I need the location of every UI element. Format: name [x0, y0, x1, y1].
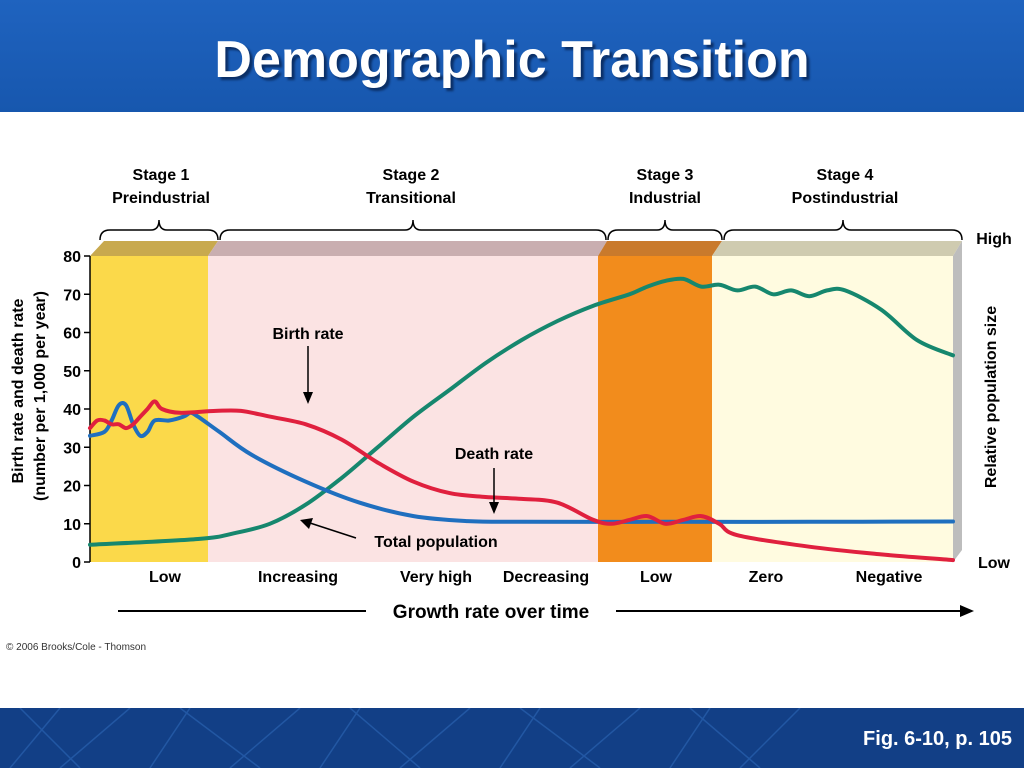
stage-top-band: [90, 241, 218, 256]
stage-brace: [99, 219, 219, 241]
total-population-annotation: Total population: [374, 534, 497, 551]
y-tick-label: 10: [63, 517, 81, 534]
stage-brace: [607, 219, 723, 241]
total-population-arrow-line: [309, 522, 357, 539]
growth-rate-label: Low: [640, 569, 673, 586]
stage-name-label: Preindustrial: [112, 190, 210, 207]
time-arrow-head: [960, 605, 974, 617]
footer-bar: Fig. 6-10, p. 105: [0, 708, 1024, 768]
birth-rate-annotation: Birth rate: [272, 326, 343, 343]
stage-block: [598, 256, 712, 562]
y-tick-label: 40: [63, 402, 81, 419]
stage-name-label: Industrial: [629, 190, 701, 207]
stage-top-band: [712, 241, 962, 256]
death-rate-arrow-head: [489, 502, 499, 514]
y-tick-label: 20: [63, 479, 81, 496]
right-axis-low-label: Low: [978, 555, 1011, 572]
y-tick-label: 30: [63, 440, 81, 457]
stage-number-label: Stage 4: [817, 167, 874, 184]
stage-number-label: Stage 2: [383, 167, 440, 184]
growth-rate-label: Low: [149, 569, 182, 586]
growth-rate-label: Negative: [856, 569, 923, 586]
copyright-notice: © 2006 Brooks/Cole - Thomson: [6, 642, 147, 653]
chart-right-edge: [953, 241, 962, 562]
growth-rate-label: Zero: [749, 569, 784, 586]
stage-block: [208, 256, 598, 562]
y-tick-label: 70: [63, 287, 81, 304]
stage-top-band: [598, 241, 722, 256]
birth-rate-line: [88, 399, 955, 563]
growth-rate-label: Decreasing: [503, 569, 589, 586]
y-tick-label: 0: [72, 555, 81, 572]
stage-top-band: [208, 241, 607, 256]
slide-title: Demographic Transition: [214, 31, 810, 89]
population-rate-line: [88, 276, 955, 547]
y-tick-label: 50: [63, 364, 81, 381]
growth-rate-label: Increasing: [258, 569, 338, 586]
right-axis-label: Relative population size: [983, 306, 1000, 488]
footer-pattern: [9, 708, 801, 768]
y-tick-label: 80: [63, 249, 81, 266]
growth-rate-label: Very high: [400, 569, 472, 586]
stage-brace: [219, 219, 607, 241]
y-axis-label: Birth rate and death rate: [10, 298, 27, 483]
y-tick-label: 60: [63, 326, 81, 343]
stage-number-label: Stage 3: [637, 167, 694, 184]
stage-name-label: Postindustrial: [792, 190, 899, 207]
death-rate-annotation: Death rate: [455, 446, 533, 463]
stage-name-label: Transitional: [366, 190, 456, 207]
x-axis-label: Growth rate over time: [393, 602, 589, 623]
figure-caption: Fig. 6-10, p. 105: [863, 728, 1012, 750]
y-axis-label-units: (number per 1,000 per year): [32, 291, 49, 501]
right-axis-high-label: High: [976, 231, 1012, 248]
stage-brace: [723, 219, 963, 241]
stage-number-label: Stage 1: [133, 167, 190, 184]
total-population-arrow-head: [300, 518, 313, 529]
birth-rate-arrow-head: [303, 392, 313, 404]
title-bar: Demographic Transition: [0, 0, 1024, 112]
stage-block: [712, 256, 953, 562]
